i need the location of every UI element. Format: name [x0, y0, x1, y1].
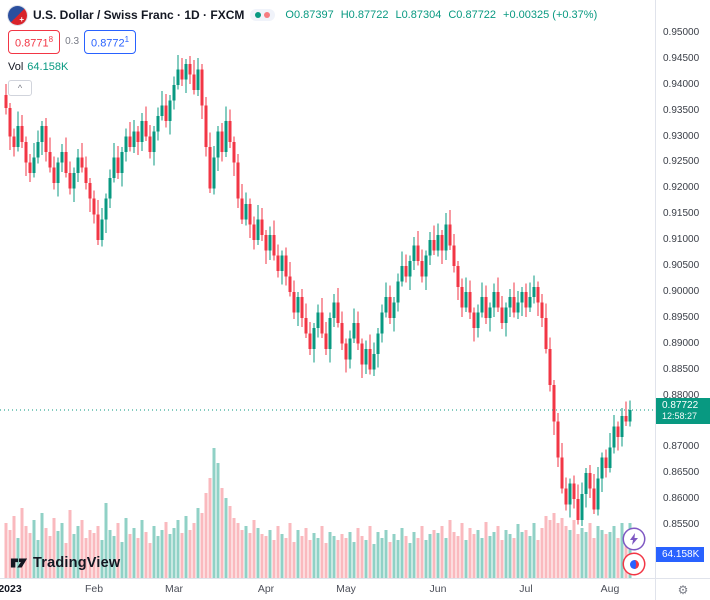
candlestick-chart[interactable]: [0, 0, 655, 578]
symbol-title[interactable]: U.S. Dollar / Swiss Franc · 1D · FXCM: [33, 8, 245, 22]
axis-settings-gear-icon[interactable]: ⚙: [677, 582, 689, 597]
price-axis-label: 0.86500: [663, 467, 700, 479]
close-value: 0.87722: [456, 9, 497, 21]
price-axis-label: 0.94500: [663, 52, 700, 64]
low-label: L: [395, 9, 402, 21]
high-value: 0.87722: [348, 9, 389, 21]
broker-news-button[interactable]: [624, 554, 644, 574]
axis-corner: ⚙: [655, 578, 710, 600]
time-axis[interactable]: 2023 Feb Mar Apr May Jun Jul Aug: [0, 578, 655, 600]
time-axis-label: Jun: [429, 583, 447, 595]
open-label: O: [285, 9, 294, 21]
ohlc-readout: O0.87397 H0.87722 L0.87304 C0.87722 +0.0…: [285, 9, 597, 21]
change-value: +0.00325 (+0.37%): [503, 9, 598, 21]
sell-price-button[interactable]: 0.87718: [8, 30, 61, 54]
price-axis-label: 0.94000: [663, 78, 700, 90]
volume-indicator-legend: Vol 64.158K: [8, 61, 597, 73]
symbol-logo-icon: +: [8, 5, 27, 25]
tradingview-logo-icon: [10, 558, 28, 568]
price-axis-label: 0.95000: [663, 27, 700, 38]
volume-bars: [4, 448, 632, 578]
time-axis-label: 2023: [0, 583, 22, 595]
bar-countdown: 12:58:27: [662, 410, 698, 421]
time-axis-label: Jul: [519, 583, 533, 595]
tradingview-watermark[interactable]: TradingView: [10, 554, 120, 572]
time-axis-label: Mar: [164, 583, 184, 595]
price-axis-label: 0.92000: [663, 182, 700, 194]
chart-legend: + U.S. Dollar / Swiss Franc · 1D · FXCM …: [8, 5, 597, 96]
price-axis-label: 0.86000: [663, 493, 700, 505]
vol-value: 64.158K: [27, 60, 69, 73]
price-axis-label: 0.85500: [663, 519, 700, 530]
price-axis-label: 0.92500: [663, 156, 700, 168]
low-value: 0.87304: [401, 9, 442, 21]
chevron-up-icon: ^: [17, 82, 23, 93]
last-price-value: 0.87722: [662, 399, 699, 411]
vol-label: Vol: [8, 60, 24, 73]
price-axis-label: 0.88500: [663, 363, 700, 375]
buy-dot-icon: [255, 12, 262, 18]
time-axis-label: Apr: [257, 583, 275, 595]
volume-axis-tag: 64.158K: [656, 547, 705, 562]
price-axis-label: 0.93000: [663, 130, 700, 142]
collapse-legend-button[interactable]: ^: [8, 79, 32, 96]
spread-value: 0.3: [65, 36, 80, 48]
time-axis-label: May: [336, 583, 356, 595]
high-label: H: [340, 9, 349, 21]
price-axis-label: 0.89500: [663, 311, 700, 323]
time-axis-label: Aug: [600, 583, 620, 595]
lightning-icon: [630, 533, 638, 545]
price-axis-label: 0.90500: [663, 260, 700, 272]
tradingview-wordmark: TradingView: [33, 555, 121, 571]
sell-dot-icon: [264, 12, 271, 18]
price-axis-label: 0.93500: [663, 104, 700, 116]
time-axis-label: Feb: [84, 583, 104, 595]
broker-logo-icon: [629, 559, 639, 569]
candles: [4, 54, 632, 527]
price-axis-label: 0.87000: [663, 441, 700, 453]
buy-sell-toggle[interactable]: [250, 9, 276, 21]
price-axis-label: 0.91000: [663, 234, 700, 246]
quick-trade-lightning-button[interactable]: [624, 529, 644, 549]
floating-buttons: [624, 529, 644, 574]
open-value: 0.87397: [293, 9, 334, 21]
buy-price-button[interactable]: 0.87721: [84, 30, 137, 54]
last-price-tag: 0.87722 12:58:27: [656, 397, 710, 424]
price-axis-label: 0.90000: [663, 285, 700, 297]
price-axis-label: 0.89000: [663, 337, 700, 349]
price-axis-label: 0.88000: [663, 389, 700, 401]
price-axis-label: 0.91500: [663, 208, 700, 220]
price-axis[interactable]: 0.87722 12:58:27 64.158K 0.95000 0.94500 0…: [655, 0, 710, 578]
close-label: C: [448, 9, 457, 21]
